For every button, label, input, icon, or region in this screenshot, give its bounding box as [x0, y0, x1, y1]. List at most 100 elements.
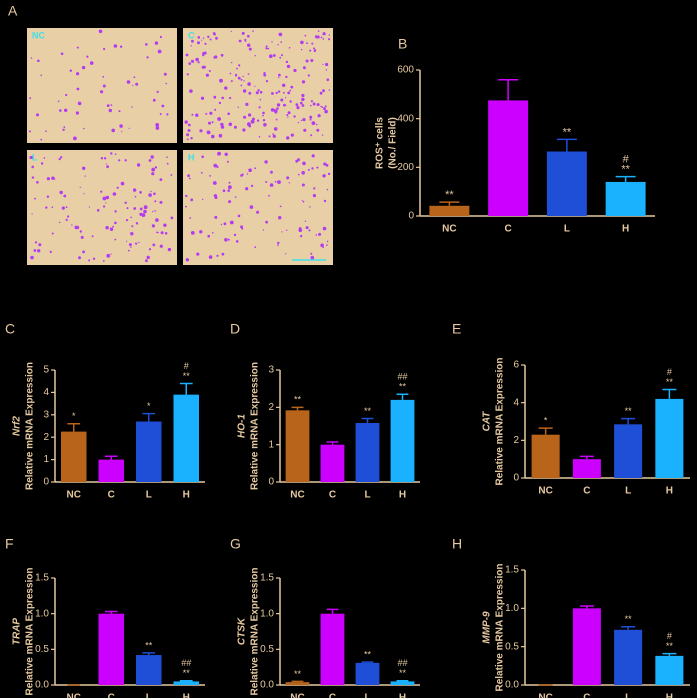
y-tick-label: 0.0	[505, 680, 519, 691]
x-tick-label: H	[183, 490, 190, 501]
x-tick-label: L	[146, 490, 152, 501]
error-bar	[326, 608, 339, 614]
stained-cell	[108, 108, 113, 113]
stained-cell	[45, 130, 47, 132]
stained-cell	[38, 243, 42, 247]
stained-cell	[202, 37, 205, 39]
significance-label: *	[147, 401, 151, 411]
bar	[655, 655, 684, 685]
bar	[285, 410, 310, 482]
significance-label: **	[294, 395, 302, 405]
stained-cell	[301, 183, 305, 187]
stained-cell	[311, 154, 315, 158]
error-bar	[556, 138, 577, 152]
stained-cell	[275, 91, 278, 95]
bar	[546, 151, 587, 216]
significance-label: #	[667, 631, 672, 641]
stained-cell	[124, 159, 127, 162]
stained-cell	[324, 105, 327, 108]
error-bar	[179, 679, 193, 682]
stained-cell	[49, 250, 52, 253]
bar	[572, 459, 601, 478]
stained-cell	[185, 258, 190, 262]
bar	[285, 682, 310, 685]
stained-cell	[246, 173, 249, 175]
stained-cell	[187, 174, 191, 178]
significance-label: **	[364, 650, 372, 660]
stained-cell	[102, 84, 106, 88]
stained-cell	[190, 137, 193, 140]
stained-cell	[195, 57, 199, 62]
stained-cell	[302, 66, 306, 70]
stained-cell	[51, 206, 54, 208]
stained-cell	[106, 165, 109, 169]
significance-label: **	[183, 668, 191, 678]
stained-cell	[141, 213, 146, 218]
stained-cell	[278, 73, 281, 77]
stained-cell	[277, 90, 281, 93]
image-label: L	[32, 152, 38, 162]
bar	[173, 681, 199, 685]
significance-label: *	[544, 415, 548, 425]
panel-label: D	[230, 321, 240, 337]
stained-cell	[67, 215, 70, 218]
y-axis-label: Relative mRNA Expression	[25, 362, 36, 490]
stained-cell	[126, 80, 131, 84]
stained-cell	[254, 55, 256, 57]
stained-cell	[324, 109, 328, 114]
significance-label: **	[145, 640, 153, 650]
stained-cell	[280, 98, 284, 102]
stained-cell	[75, 111, 79, 115]
stained-cell	[29, 130, 31, 133]
stained-cell	[231, 61, 233, 64]
stained-cell	[76, 87, 80, 91]
stained-cell	[277, 244, 279, 246]
stained-cell	[242, 128, 246, 132]
y-tick-label: 1.0	[505, 603, 519, 614]
bar	[98, 613, 124, 685]
stained-cell	[197, 61, 200, 64]
stained-cell	[200, 96, 205, 100]
y-tick-label: 6	[513, 360, 519, 371]
x-tick-label: NC	[67, 693, 81, 698]
y-axis-label: (No./ Field)	[388, 117, 399, 169]
stained-cell	[272, 54, 276, 57]
stained-cell	[265, 47, 268, 50]
stained-cell	[278, 77, 280, 79]
stained-cell	[325, 69, 328, 71]
stained-cell	[131, 106, 133, 108]
stained-cell	[207, 35, 210, 38]
error-bar	[291, 406, 304, 411]
stained-cell	[188, 62, 191, 65]
stained-cell	[309, 49, 312, 52]
stained-cell	[88, 206, 90, 208]
stained-cell	[295, 103, 299, 107]
stained-cell	[156, 90, 159, 93]
stained-cell	[156, 231, 158, 234]
stained-cell	[307, 168, 310, 171]
stained-cell	[248, 91, 252, 95]
y-tick-label: 1.0	[35, 608, 49, 619]
x-tick-label: L	[625, 693, 631, 698]
stained-cell	[265, 220, 268, 224]
stained-cell	[228, 122, 233, 127]
stained-cell	[145, 259, 148, 263]
stained-cell	[278, 32, 283, 37]
stained-cell	[229, 220, 234, 225]
bar	[429, 205, 470, 216]
stained-cell	[211, 134, 215, 139]
stained-cell	[323, 199, 327, 203]
stained-cell	[216, 254, 219, 257]
stained-cell	[79, 186, 81, 188]
stained-cell	[160, 231, 164, 235]
stained-cell	[241, 31, 245, 35]
stained-cell	[268, 194, 270, 197]
panel-label: H	[452, 536, 462, 552]
stained-cell	[328, 38, 331, 41]
significance-label: #	[623, 153, 630, 165]
y-tick-label: 200	[397, 162, 414, 173]
y-axis-label: HO-1	[237, 414, 248, 438]
stained-cell	[305, 59, 309, 63]
stained-cell	[200, 171, 203, 174]
stained-cell	[112, 192, 117, 196]
